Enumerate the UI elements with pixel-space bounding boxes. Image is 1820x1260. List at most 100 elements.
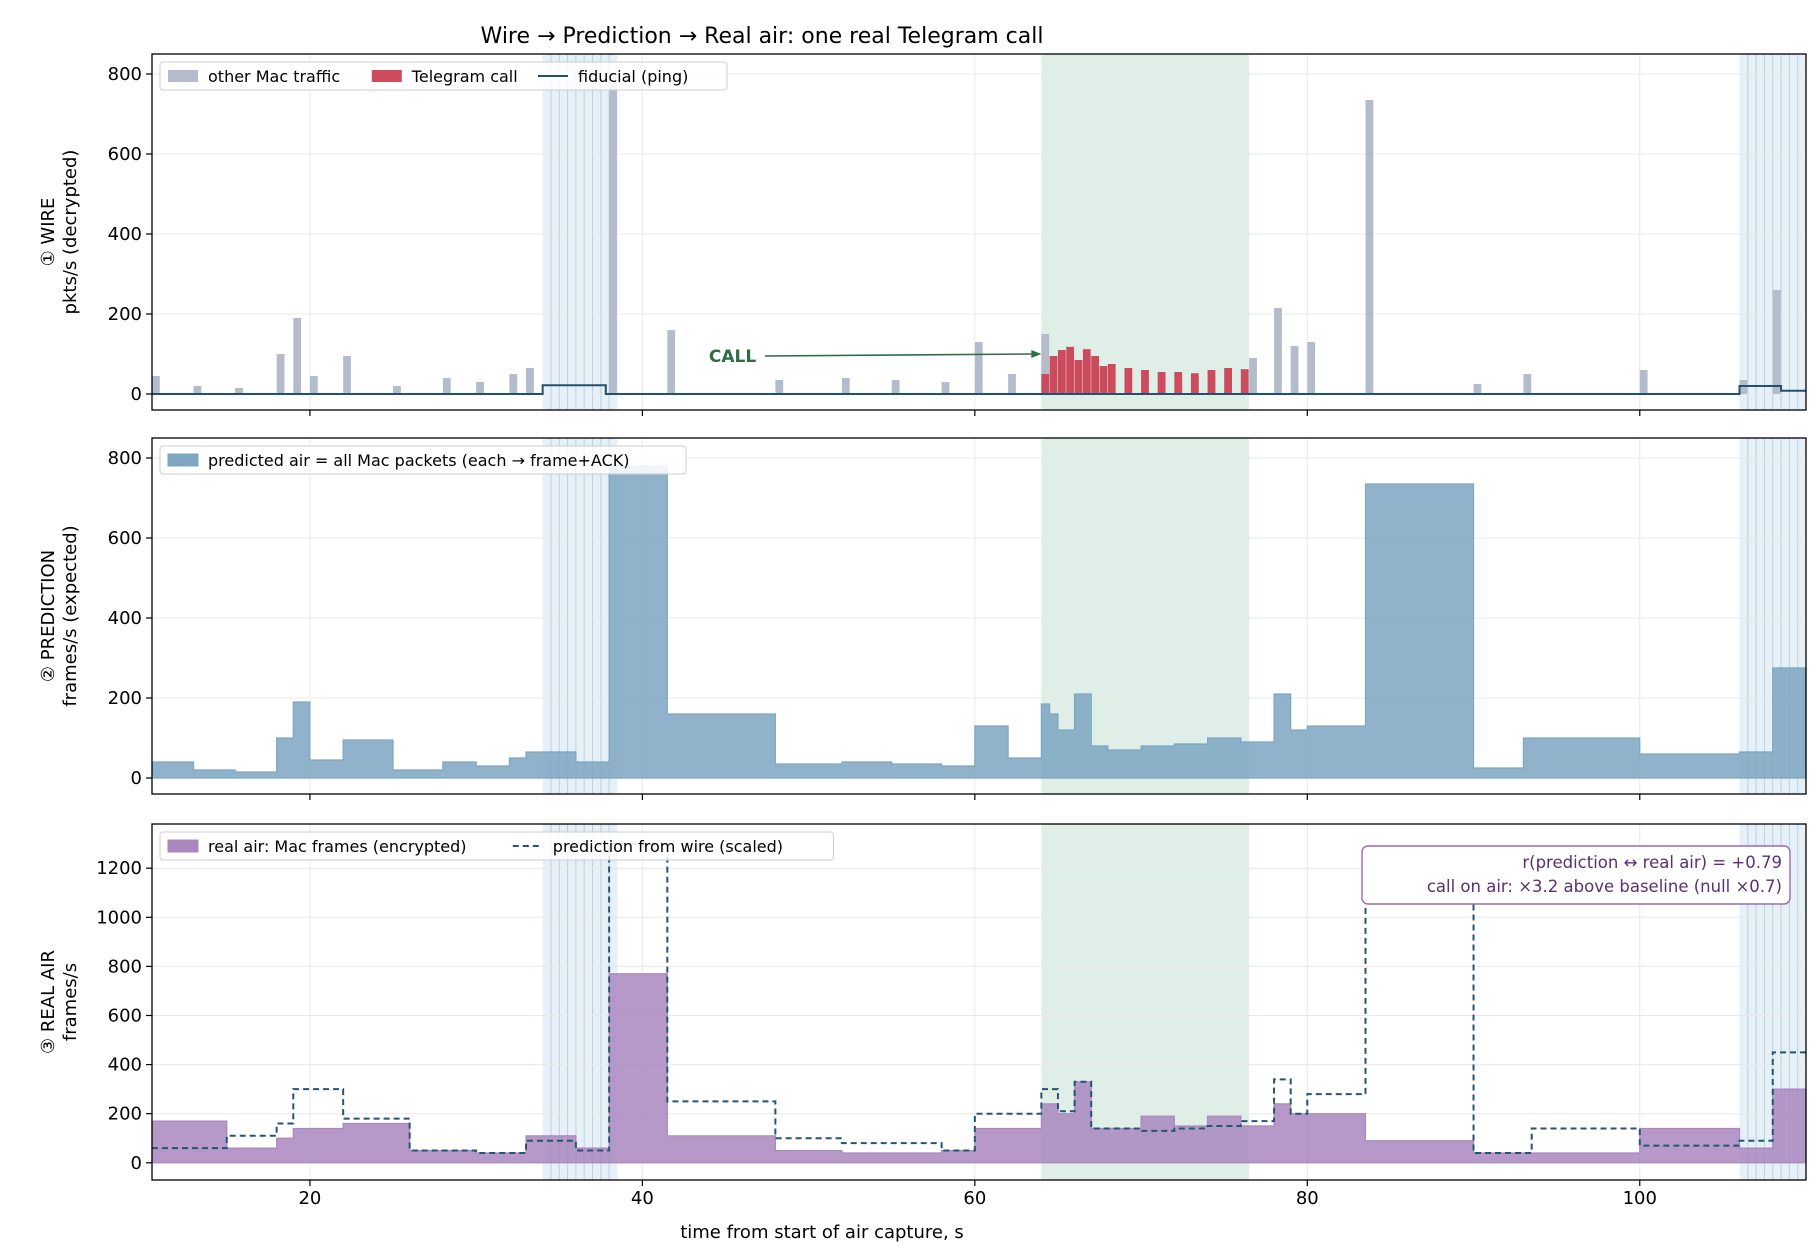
y-tick-label: 600	[108, 528, 142, 549]
legend-label: real air: Mac frames (encrypted)	[208, 837, 467, 856]
bar	[276, 354, 285, 394]
bar	[941, 382, 950, 394]
call-annotation: CALL	[709, 347, 756, 367]
legend-label: prediction from wire (scaled)	[553, 837, 783, 856]
bar	[1157, 372, 1166, 394]
bar	[841, 378, 850, 394]
x-tick-label: 20	[298, 1188, 321, 1209]
y-tick-label: 800	[108, 64, 142, 85]
annotation-arrowhead	[1031, 350, 1042, 358]
bar	[343, 356, 351, 394]
bar	[1107, 364, 1116, 394]
bar	[1224, 368, 1233, 394]
y-tick-label: 400	[108, 224, 142, 245]
bar	[1124, 368, 1133, 394]
y-tick-label: 0	[131, 384, 142, 405]
call-window-region	[1041, 54, 1250, 410]
y-axis-label: frames/s	[60, 963, 81, 1041]
fiducial-region	[542, 54, 618, 410]
y-tick-label: 200	[108, 304, 142, 325]
bar	[1066, 346, 1075, 394]
bar	[1207, 370, 1216, 394]
legend: predicted air = all Mac packets (each → …	[159, 445, 687, 475]
y-tick-label: 0	[131, 1153, 142, 1174]
x-tick-label: 80	[1296, 1188, 1319, 1209]
y-tick-label: 400	[108, 1055, 142, 1076]
bar	[393, 386, 401, 394]
x-axis-label: time from start of air capture, s	[680, 1222, 964, 1243]
legend: other Mac traffic Telegram call fiducial (…	[159, 61, 728, 91]
bar	[1082, 349, 1091, 394]
y-tick-label: 600	[108, 1006, 142, 1027]
bar	[1240, 369, 1249, 394]
stats-box	[1361, 845, 1791, 905]
bar	[1057, 350, 1066, 394]
bar	[1041, 374, 1050, 394]
bar	[1523, 374, 1532, 394]
y-tick-label: 600	[108, 144, 142, 165]
area-series	[151, 973, 1807, 1164]
bar	[1174, 372, 1183, 394]
fiducial-region	[542, 438, 618, 794]
bar	[152, 376, 160, 394]
bar	[293, 318, 302, 394]
bar	[309, 376, 318, 394]
legend-label: Telegram call	[411, 67, 518, 86]
y-axis-label: pkts/s (decrypted)	[60, 150, 81, 315]
annotation-arrow	[764, 353, 1034, 357]
stats-call-ratio: call on air: ×3.2 above baseline (null ×…	[1427, 877, 1782, 896]
fiducial-step-line	[152, 384, 1806, 395]
y-axis-label: ① WIRE	[38, 198, 59, 267]
bar	[1190, 373, 1199, 394]
bar	[609, 82, 617, 394]
bar	[775, 380, 784, 394]
legend-swatch	[168, 70, 198, 82]
panel-wire: 0 200 400 600 800 ① WIRE pkts/s (decrypted) oth…	[38, 53, 1807, 416]
fiducial-region	[542, 824, 618, 1180]
legend-box	[159, 61, 728, 91]
y-tick-label: 200	[108, 688, 142, 709]
bar	[1639, 370, 1648, 394]
bar	[974, 342, 983, 394]
y-axis-label: frames/s (expected)	[60, 525, 81, 706]
area-series	[151, 465, 1807, 779]
bar	[1008, 374, 1016, 394]
x-tick-label: 100	[1623, 1188, 1657, 1209]
bar	[1041, 334, 1050, 394]
y-axis-label: ③ REAL AIR	[38, 950, 59, 1054]
bar	[667, 330, 676, 394]
bar	[476, 382, 484, 394]
legend-swatch	[167, 839, 199, 853]
y-tick-label: 0	[131, 768, 142, 789]
legend-swatch	[167, 453, 199, 467]
y-tick-label: 1200	[96, 858, 142, 879]
stats-correlation: r(prediction ↔ real air) = +0.79	[1522, 853, 1782, 872]
prediction-line	[152, 842, 1806, 1154]
plot-frame	[151, 53, 1807, 411]
legend-box	[159, 831, 834, 861]
bar	[1099, 366, 1108, 394]
bar	[1249, 358, 1257, 394]
legend-swatch	[371, 70, 402, 82]
legend-label: other Mac traffic	[208, 67, 340, 86]
x-tick-label: 60	[963, 1188, 986, 1209]
legend-box	[159, 445, 687, 475]
bar	[1074, 360, 1083, 394]
bar	[442, 378, 451, 394]
bar	[1365, 100, 1374, 394]
y-tick-label: 1000	[96, 907, 142, 928]
bar	[1274, 308, 1282, 394]
bar	[1290, 346, 1299, 394]
bar	[1049, 356, 1058, 394]
bar	[1772, 290, 1781, 394]
bar	[1141, 370, 1149, 394]
bar	[1091, 356, 1100, 394]
y-tick-label: 800	[108, 448, 142, 469]
bar	[891, 380, 900, 394]
bar	[1473, 384, 1482, 394]
panel-prediction: 0 200 400 600 800 ② PREDICTION frames/s (expec…	[38, 437, 1807, 800]
legend-label: predicted air = all Mac packets (each → …	[208, 451, 629, 470]
legend: real air: Mac frames (encrypted) predicti…	[159, 831, 834, 861]
